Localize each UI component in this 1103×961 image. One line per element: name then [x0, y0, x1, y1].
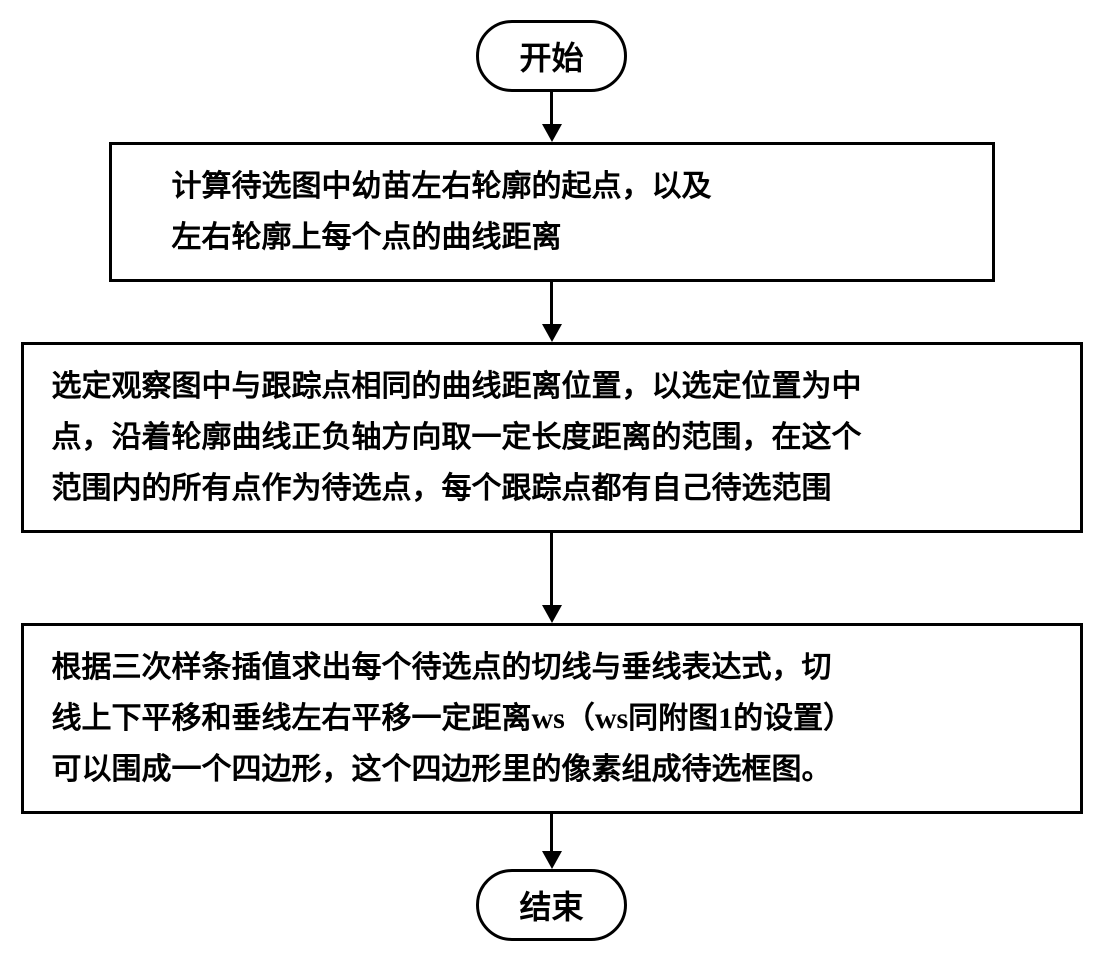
arrow-1 [542, 92, 562, 142]
step3-line1: 根据三次样条插值求出每个待选点的切线与垂线表达式，切 [52, 642, 1052, 693]
arrow-line [550, 533, 553, 605]
step2-line3: 范围内的所有点作为待选点，每个跟踪点都有自己待选范围 [52, 463, 1052, 514]
arrow-2 [542, 282, 562, 342]
process-step-1: 计算待选图中幼苗左右轮廓的起点，以及 左右轮廓上每个点的曲线距离 [109, 142, 995, 282]
arrow-line [550, 282, 553, 324]
step2-line2: 点，沿着轮廓曲线正负轴方向取一定长度距离的范围，在这个 [52, 412, 1052, 463]
flowchart-container: 开始 计算待选图中幼苗左右轮廓的起点，以及 左右轮廓上每个点的曲线距离 选定观察… [22, 20, 1082, 941]
arrow-4 [542, 814, 562, 869]
end-terminator: 结束 [476, 869, 626, 941]
arrow-head-icon [542, 851, 562, 869]
start-label: 开始 [519, 40, 583, 76]
start-terminator: 开始 [476, 20, 626, 92]
end-label: 结束 [519, 889, 583, 925]
process-step-3: 根据三次样条插值求出每个待选点的切线与垂线表达式，切 线上下平移和垂线左右平移一… [21, 623, 1083, 814]
arrow-line [550, 92, 553, 124]
process-step-2: 选定观察图中与跟踪点相同的曲线距离位置，以选定位置为中 点，沿着轮廓曲线正负轴方… [21, 342, 1083, 533]
arrow-head-icon [542, 324, 562, 342]
step2-line1: 选定观察图中与跟踪点相同的曲线距离位置，以选定位置为中 [52, 361, 1052, 412]
arrow-3 [542, 533, 562, 623]
step1-line1: 计算待选图中幼苗左右轮廓的起点，以及 [172, 161, 932, 212]
step1-line2: 左右轮廓上每个点的曲线距离 [172, 212, 932, 263]
arrow-line [550, 814, 553, 851]
step3-line2: 线上下平移和垂线左右平移一定距离ws（ws同附图1的设置） [52, 693, 1052, 744]
step3-line3: 可以围成一个四边形，这个四边形里的像素组成待选框图。 [52, 744, 1052, 795]
arrow-head-icon [542, 124, 562, 142]
arrow-head-icon [542, 605, 562, 623]
